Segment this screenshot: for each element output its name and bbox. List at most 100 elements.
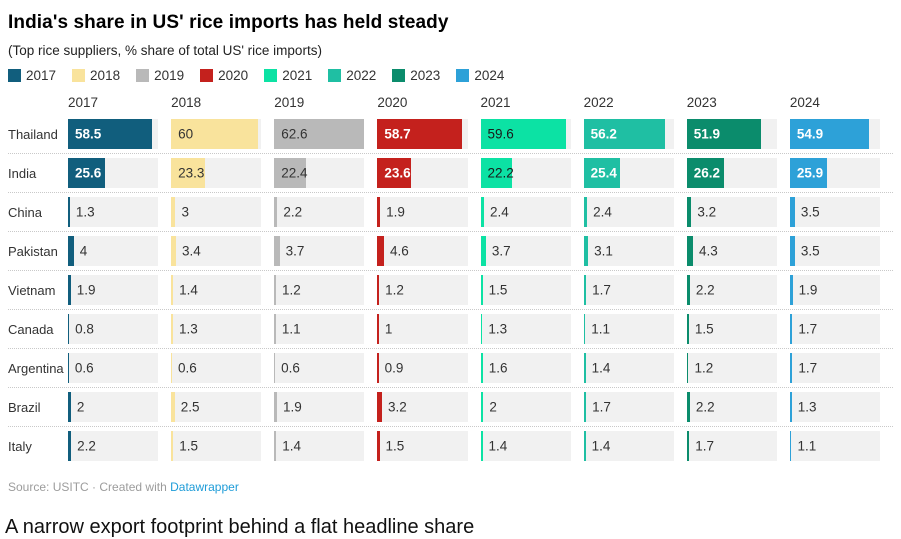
bar-value: 1.3	[178, 321, 198, 337]
bar-cell-2020: 58.7	[377, 119, 480, 149]
bar-track: 26.2	[686, 158, 777, 188]
bar-track: 1.1	[789, 431, 880, 461]
bar-fill	[68, 431, 72, 461]
bar-value: 1.1	[281, 321, 301, 337]
bar-track: 1.7	[583, 275, 674, 305]
bar-fill	[480, 353, 483, 383]
bar-track: 2.2	[686, 275, 777, 305]
bar-fill	[171, 236, 177, 266]
page-title: India's share in US' rice imports has he…	[8, 12, 449, 33]
bar-cell-2018: 1.5	[171, 431, 274, 461]
bar-track: 1.4	[480, 431, 571, 461]
bar-cell-2019: 3.7	[274, 236, 377, 266]
bar-value: 3.5	[800, 243, 820, 259]
bar-track: 56.2	[583, 119, 674, 149]
page-subtitle: (Top rice suppliers, % share of total US…	[8, 43, 322, 58]
bar-fill	[274, 197, 278, 227]
bar-fill	[274, 119, 365, 149]
column-header-2020: 2020	[377, 95, 408, 110]
bar-fill	[686, 275, 690, 305]
bar-value: 1.3	[75, 204, 95, 220]
bar-fill	[68, 275, 71, 305]
bar-track: 3.5	[789, 236, 880, 266]
bar-fill	[480, 158, 513, 188]
chart-legend: 2017 2018 2019 2020 2021 2022 2023 2024	[8, 68, 893, 83]
bar-track: 58.5	[68, 119, 159, 149]
table-row-argentina: Argentina 0.6 0.6 0.6 0.9 1.6 1.4 1.2 1.7	[8, 349, 893, 388]
bar-cell-2020: 3.2	[377, 392, 480, 422]
bar-track: 4.3	[686, 236, 777, 266]
bar-fill	[171, 275, 174, 305]
bar-fill	[68, 158, 105, 188]
bar-track: 0.9	[377, 353, 468, 383]
legend-item-2023: 2023	[392, 68, 440, 83]
bar-value: 1.2	[281, 282, 301, 298]
bar-track: 3.2	[377, 392, 468, 422]
bar-fill	[377, 236, 384, 266]
legend-label: 2023	[410, 68, 441, 83]
bar-track: 59.6	[480, 119, 571, 149]
datawrapper-link[interactable]: Datawrapper	[170, 480, 239, 494]
bar-fill	[377, 275, 380, 305]
legend-item-2024: 2024	[456, 68, 504, 83]
bar-cell-2022: 56.2	[583, 119, 687, 149]
bar-track: 1.9	[789, 275, 880, 305]
bar-fill	[686, 236, 693, 266]
bar-cell-2020: 1.2	[377, 275, 480, 305]
bar-fill	[377, 431, 380, 461]
footer-separator: ·	[92, 480, 97, 494]
bar-value: 1.7	[592, 399, 611, 415]
bar-fill	[583, 197, 588, 227]
column-header-2023: 2023	[686, 95, 717, 110]
bar-fill	[686, 119, 762, 149]
table-row-india: India 25.6 23.3 22.4 23.6 22.2 25.4 26.2 25.9	[8, 154, 893, 193]
bar-value: 26.2	[693, 165, 721, 181]
bar-fill	[171, 392, 175, 422]
bar-fill	[68, 197, 70, 227]
bar-value: 1.9	[76, 282, 96, 298]
bar-track: 2	[68, 392, 159, 422]
bar-cell-2017: 2.2	[68, 431, 171, 461]
bar-value: 1.5	[179, 438, 199, 454]
bar-fill	[789, 275, 793, 305]
bar-fill	[480, 392, 484, 422]
bar-value: 4.3	[698, 243, 718, 259]
bar-cell-2022: 25.4	[583, 158, 687, 188]
bar-value: 22.2	[487, 165, 514, 181]
bar-cell-2020: 1.9	[377, 197, 480, 227]
bar-fill	[68, 236, 74, 266]
legend-swatch-2022	[328, 69, 342, 82]
column-header-2019: 2019	[274, 95, 305, 110]
bar-track: 1.5	[480, 275, 571, 305]
bar-value: 1.4	[591, 438, 611, 454]
bar-cell-2020: 1	[377, 314, 480, 344]
column-header-2024: 2024	[789, 95, 820, 110]
bar-track: 1.9	[274, 392, 365, 422]
bar-cell-2024: 54.9	[789, 119, 893, 149]
bar-value: 1.1	[591, 321, 610, 337]
bar-fill	[480, 236, 486, 266]
bar-value: 4	[79, 243, 88, 259]
bar-value: 1.7	[695, 438, 714, 454]
bar-cell-2019: 0.6	[274, 353, 377, 383]
bar-value: 1.4	[179, 282, 198, 298]
bar-fill	[377, 197, 381, 227]
bar-track: 3	[171, 197, 262, 227]
bar-track: 3.1	[583, 236, 674, 266]
bar-value: 3.4	[182, 243, 201, 259]
bar-track: 1.3	[789, 392, 880, 422]
bar-fill	[686, 392, 690, 422]
bar-value: 0.6	[281, 360, 300, 376]
bar-cell-2018: 3.4	[171, 236, 274, 266]
bar-cell-2018: 3	[171, 197, 274, 227]
bar-value: 1.5	[488, 282, 508, 298]
bar-value: 25.9	[796, 165, 824, 181]
bar-value: 2	[489, 399, 497, 415]
bar-cell-2022: 1.7	[583, 275, 687, 305]
bar-value: 2	[76, 399, 85, 415]
row-label: Brazil	[8, 399, 41, 415]
bar-track: 25.9	[789, 158, 880, 188]
bar-cell-2023: 2.2	[686, 392, 790, 422]
bar-track: 1.3	[480, 314, 571, 344]
bar-track: 1.6	[480, 353, 571, 383]
